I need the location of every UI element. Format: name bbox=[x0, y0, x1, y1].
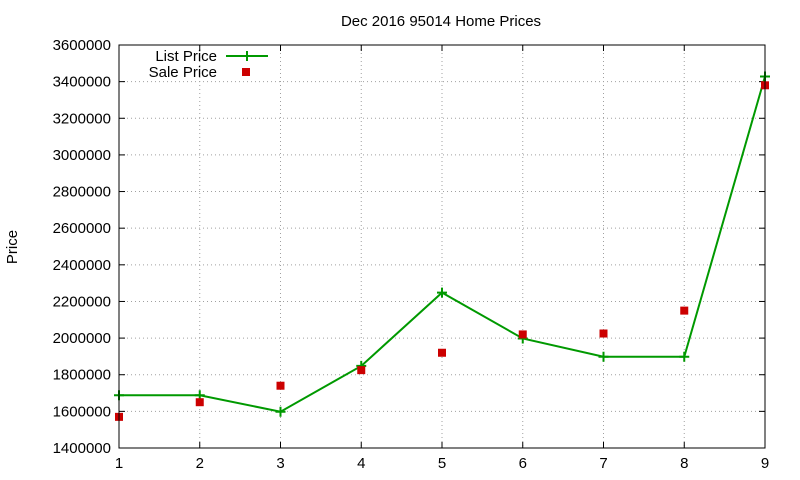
list-price-point bbox=[275, 406, 286, 417]
sale-price-point bbox=[518, 330, 527, 339]
sale-price-point bbox=[680, 306, 689, 315]
sale-price-point bbox=[599, 329, 608, 338]
y-tick-label: 1400000 bbox=[53, 440, 111, 457]
legend-marker-sale-price bbox=[242, 68, 250, 76]
legend-label-sale-price: Sale Price bbox=[149, 64, 217, 81]
sale-price-point bbox=[438, 348, 446, 357]
x-tick-label: 1 bbox=[115, 455, 123, 472]
x-tick-label: 8 bbox=[680, 455, 688, 472]
x-tick-label: 7 bbox=[599, 455, 607, 472]
y-tick-label: 3600000 bbox=[53, 37, 111, 54]
y-tick-label: 3000000 bbox=[53, 147, 111, 164]
chart-title: Dec 2016 95014 Home Prices bbox=[341, 13, 541, 30]
axis-ticks: 1400000 1600000 1800000 2000000 2200000 24000… bbox=[53, 37, 770, 472]
y-tick-label: 2800000 bbox=[53, 184, 111, 201]
list-price-point bbox=[598, 351, 609, 362]
y-tick-label: 2600000 bbox=[53, 220, 111, 237]
list-price-point bbox=[679, 351, 690, 362]
y-tick-label: 2200000 bbox=[53, 293, 111, 310]
y-axis-label: Price bbox=[4, 230, 21, 264]
y-tick-label: 3400000 bbox=[53, 74, 111, 91]
legend-label-list-price: List Price bbox=[155, 48, 217, 65]
sale-price-point bbox=[357, 366, 366, 375]
y-tick-label: 2400000 bbox=[53, 257, 111, 274]
list-price-point bbox=[437, 287, 447, 298]
x-tick-label: 4 bbox=[357, 455, 365, 472]
y-tick-label: 1800000 bbox=[53, 367, 111, 384]
y-tick-label: 3200000 bbox=[53, 110, 111, 127]
sale-price-point bbox=[276, 381, 285, 390]
x-tick-label: 2 bbox=[196, 455, 204, 472]
x-tick-label: 6 bbox=[519, 455, 527, 472]
grid-lines bbox=[119, 45, 765, 448]
y-tick-label: 2000000 bbox=[53, 330, 111, 347]
legend-marker-list-price bbox=[242, 51, 252, 61]
plot-area bbox=[114, 71, 770, 421]
x-tick-label: 9 bbox=[761, 455, 769, 472]
x-tick-label: 5 bbox=[438, 455, 446, 472]
sale-price-point bbox=[195, 398, 204, 407]
y-tick-label: 1600000 bbox=[53, 403, 111, 420]
plot-frame bbox=[118, 44, 766, 449]
x-tick-label: 3 bbox=[276, 455, 284, 472]
